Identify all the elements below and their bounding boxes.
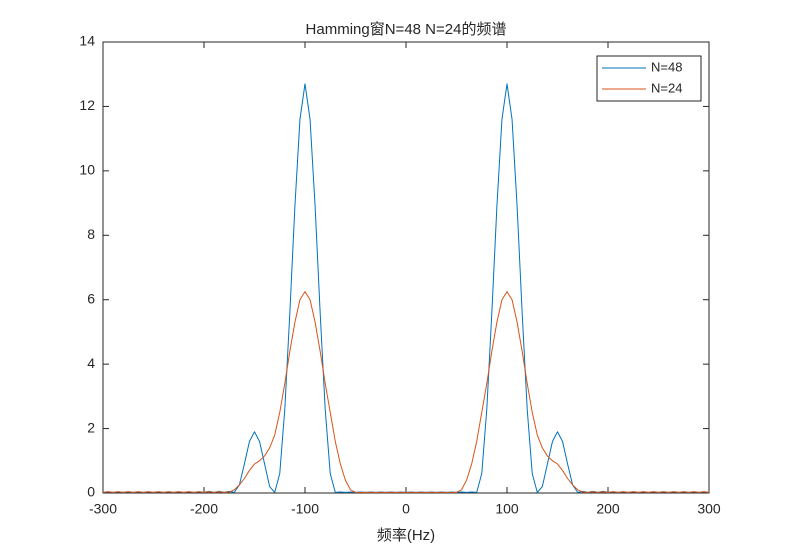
x-tick-label: -200 (190, 501, 218, 517)
y-tick-label: 12 (79, 97, 95, 113)
x-tick-label: 200 (596, 501, 620, 517)
series-line (102, 291, 710, 493)
legend-box (596, 55, 702, 102)
y-tick-label: 2 (87, 419, 95, 435)
x-tick-label: 300 (697, 501, 721, 517)
x-tick-label: 100 (495, 501, 519, 517)
y-tick-label: 6 (87, 290, 95, 306)
chart-title: Hamming窗N=48 N=24的频谱 (306, 20, 507, 38)
legend-label: N=24 (651, 80, 682, 95)
y-tick-label: 10 (79, 162, 95, 178)
y-tick-label: 0 (87, 484, 95, 500)
y-tick-label: 8 (87, 226, 95, 242)
y-tick-label: 4 (87, 355, 95, 371)
x-tick-label: -300 (89, 501, 117, 517)
y-tick-label: 14 (79, 33, 95, 49)
x-tick-label: -100 (291, 501, 319, 517)
plot-frame (102, 41, 710, 494)
x-tick-label: 0 (402, 501, 410, 517)
legend-label: N=48 (651, 59, 682, 74)
x-axis-label: 频率(Hz) (377, 527, 435, 544)
